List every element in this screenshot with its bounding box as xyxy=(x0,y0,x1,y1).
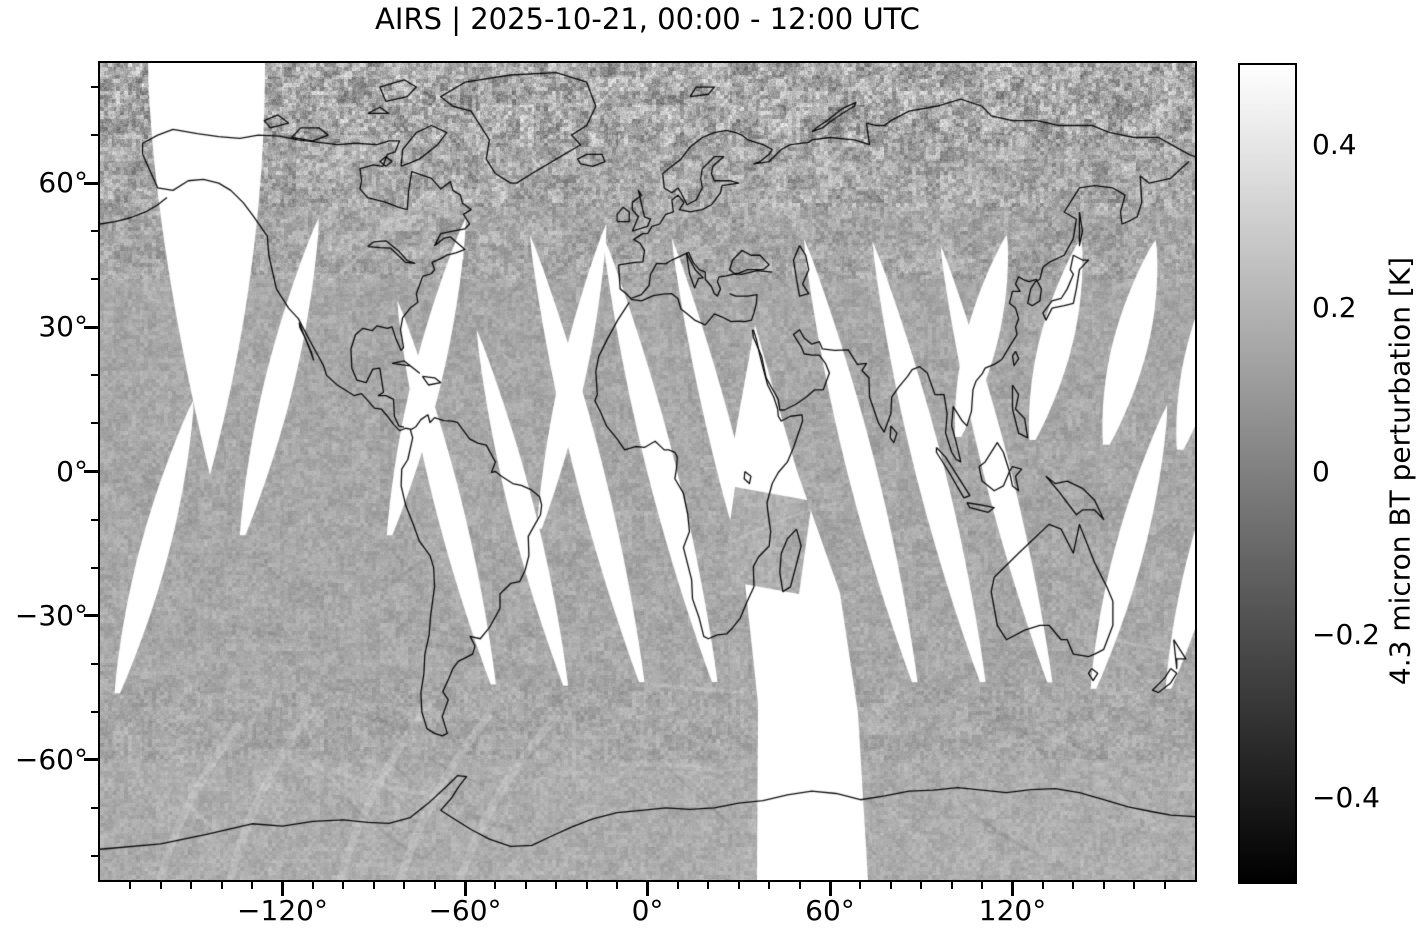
x-minor-tick xyxy=(1103,881,1105,889)
x-minor-tick xyxy=(555,881,557,889)
y-axis-tick-label: −60° xyxy=(0,743,88,776)
x-minor-tick xyxy=(799,881,801,889)
y-axis-tick-label: 30° xyxy=(0,310,88,343)
x-minor-tick xyxy=(738,881,740,889)
figure: AIRS | 2025-10-21, 00:00 - 12:00 UTC −12… xyxy=(0,0,1423,930)
x-axis-tick-label: 60° xyxy=(750,894,910,927)
x-minor-tick xyxy=(951,881,953,889)
x-minor-tick xyxy=(616,881,618,889)
x-minor-tick xyxy=(1164,881,1166,889)
colorbar-tick-label: 0.4 xyxy=(1312,128,1422,161)
y-minor-tick xyxy=(91,807,99,809)
x-minor-tick xyxy=(981,881,983,889)
x-minor-tick xyxy=(707,881,709,889)
y-axis-tick-label: 60° xyxy=(0,166,88,199)
x-minor-tick xyxy=(525,881,527,889)
x-minor-tick xyxy=(434,881,436,889)
x-minor-tick xyxy=(677,881,679,889)
colorbar xyxy=(1238,63,1297,884)
y-minor-tick xyxy=(91,230,99,232)
x-minor-tick xyxy=(403,881,405,889)
y-minor-tick xyxy=(91,278,99,280)
x-minor-tick xyxy=(1133,881,1135,889)
y-minor-tick xyxy=(91,422,99,424)
x-axis-tick-label: −120° xyxy=(203,894,363,927)
y-minor-tick xyxy=(91,855,99,857)
y-minor-tick xyxy=(91,663,99,665)
x-minor-tick xyxy=(494,881,496,889)
x-minor-tick xyxy=(1042,881,1044,889)
y-minor-tick xyxy=(91,86,99,88)
colorbar-tick-label: −0.4 xyxy=(1312,781,1422,814)
x-minor-tick xyxy=(586,881,588,889)
colorbar-axis-label: 4.3 micron BT perturbation [K] xyxy=(1384,257,1417,685)
y-minor-tick xyxy=(91,374,99,376)
y-axis-tick-label: −30° xyxy=(0,599,88,632)
y-minor-tick xyxy=(91,134,99,136)
x-minor-tick xyxy=(312,881,314,889)
x-minor-tick xyxy=(890,881,892,889)
x-minor-tick xyxy=(160,881,162,889)
x-minor-tick xyxy=(920,881,922,889)
x-minor-tick xyxy=(342,881,344,889)
y-axis-tick-label: 0° xyxy=(0,455,88,488)
figure-title: AIRS | 2025-10-21, 00:00 - 12:00 UTC xyxy=(100,2,1195,36)
y-minor-tick xyxy=(91,567,99,569)
x-axis-tick-label: 0° xyxy=(568,894,728,927)
x-minor-tick xyxy=(859,881,861,889)
x-minor-tick xyxy=(373,881,375,889)
x-axis-tick-label: −60° xyxy=(385,894,545,927)
x-axis-tick-label: 120° xyxy=(933,894,1093,927)
x-minor-tick xyxy=(190,881,192,889)
x-minor-tick xyxy=(1072,881,1074,889)
map-canvas xyxy=(100,63,1195,880)
x-minor-tick xyxy=(768,881,770,889)
x-minor-tick xyxy=(221,881,223,889)
x-minor-tick xyxy=(251,881,253,889)
y-minor-tick xyxy=(91,519,99,521)
x-minor-tick xyxy=(129,881,131,889)
y-minor-tick xyxy=(91,711,99,713)
